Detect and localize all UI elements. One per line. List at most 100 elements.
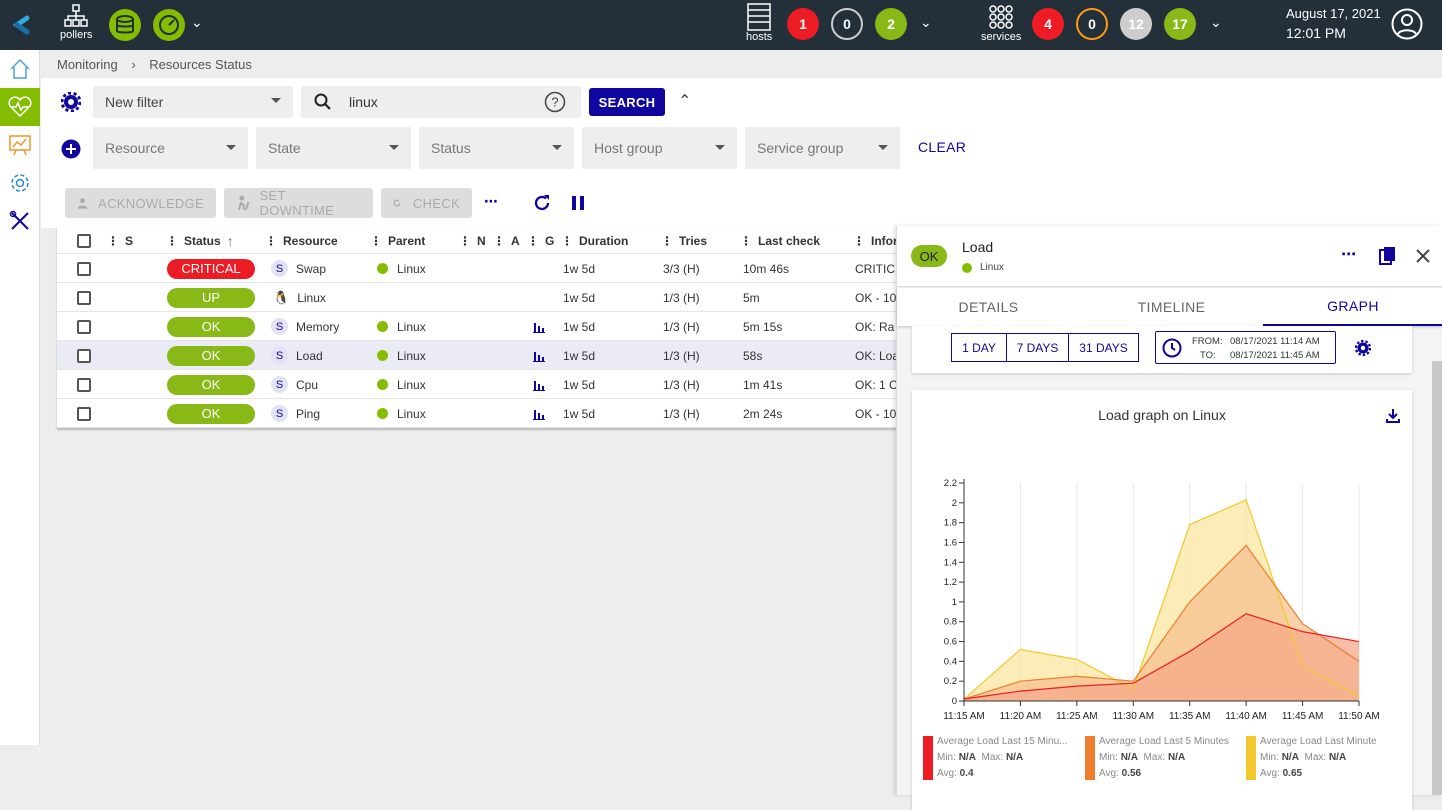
sidebar-item-configuration[interactable] [0, 164, 40, 202]
row-checkbox[interactable] [77, 312, 91, 341]
table-row[interactable]: OK S Memory Linux 1w 5d 1/3 (H) 5m 15s OK: Ra [57, 312, 897, 341]
services-unknown-count[interactable]: 12 [1120, 8, 1152, 40]
tab-graph[interactable]: GRAPH [1263, 288, 1442, 326]
tab-timeline[interactable]: TIMELINE [1137, 299, 1206, 315]
graph-settings-gear-icon[interactable] [1354, 339, 1372, 359]
search-button[interactable]: SEARCH [589, 88, 665, 116]
table-row[interactable]: OK S Load Linux 1w 5d 1/3 (H) 58s OK: Loa [57, 341, 897, 370]
hosts-up-count[interactable]: 2 [875, 8, 907, 40]
hosts-down-count[interactable]: 1 [787, 8, 819, 40]
column-graph[interactable]: ⋮ G [527, 233, 555, 248]
user-avatar-icon[interactable] [1391, 8, 1423, 43]
graph-icon[interactable] [533, 350, 545, 362]
legend-item[interactable]: Average Load Last 5 Minutes Min: N/A Max:… [1085, 736, 1240, 796]
chevron-down-icon[interactable]: ⌄ [920, 14, 932, 30]
filter-settings-gear-icon[interactable] [60, 91, 82, 115]
to-value[interactable]: 08/17/2021 11:45 AM [1230, 350, 1320, 361]
collapse-chevron-icon[interactable]: ⌃ [678, 93, 692, 110]
period-31-days-button[interactable]: 31 DAYS [1068, 333, 1139, 362]
state-filter[interactable]: State [256, 127, 411, 169]
column-s[interactable]: ⋮ S [107, 233, 134, 248]
services-button[interactable]: services [981, 3, 1021, 43]
select-all-checkbox[interactable] [77, 226, 91, 255]
services-warning-count[interactable]: 0 [1076, 8, 1108, 40]
period-7-days-button[interactable]: 7 DAYS [1006, 333, 1069, 362]
resource-cell[interactable]: S Load [271, 341, 323, 370]
column-duration[interactable]: ⋮ Duration [561, 233, 629, 248]
sidebar-item-reporting[interactable] [0, 126, 40, 164]
graph-icon[interactable] [533, 408, 545, 420]
check-button[interactable]: CHECK [381, 188, 472, 218]
row-checkbox[interactable] [77, 283, 91, 312]
parent-cell[interactable]: Linux [377, 312, 426, 341]
row-checkbox[interactable] [77, 370, 91, 399]
services-critical-count[interactable]: 4 [1032, 8, 1064, 40]
resource-cell[interactable]: S Swap [271, 254, 326, 283]
add-criteria-icon[interactable] [61, 139, 81, 162]
resource-cell[interactable]: S Cpu [271, 370, 318, 399]
period-1-day-button[interactable]: 1 DAY [951, 333, 1007, 362]
sidebar-item-monitoring[interactable] [0, 88, 40, 126]
custom-period-picker[interactable]: FROM: 08/17/2021 11:14 AM TO: 08/17/2021… [1155, 331, 1336, 364]
search-input[interactable]: linux ? [301, 86, 581, 118]
chevron-down-icon[interactable]: ⌄ [191, 14, 203, 30]
copy-link-icon[interactable] [1379, 246, 1397, 269]
set-downtime-button[interactable]: SET DOWNTIME [224, 188, 373, 218]
column-tries[interactable]: ⋮ Tries [661, 233, 708, 248]
panel-scrollbar[interactable] [1432, 361, 1442, 795]
parent-cell[interactable]: Linux [377, 341, 426, 370]
resource-filter[interactable]: Resource [93, 127, 248, 169]
column-last-check[interactable]: ⋮ Last check [740, 233, 821, 248]
resource-cell[interactable]: S Ping [271, 399, 320, 428]
parent-cell[interactable]: Linux [377, 370, 426, 399]
row-checkbox[interactable] [77, 341, 91, 370]
resource-cell[interactable]: S Memory [271, 312, 339, 341]
hosts-unreachable-count[interactable]: 0 [831, 8, 863, 40]
resource-cell[interactable]: 🐧 Linux [271, 283, 326, 312]
service-group-filter[interactable]: Service group [745, 127, 900, 169]
sidebar-item-administration[interactable] [0, 202, 40, 240]
parent-cell[interactable]: Linux [377, 254, 426, 283]
breadcrumb-monitoring[interactable]: Monitoring [57, 57, 118, 72]
more-actions-icon[interactable]: ⋯ [484, 193, 498, 209]
panel-more-icon[interactable]: ⋯ [1341, 246, 1356, 263]
column-resource[interactable]: ⋮ Resource [265, 233, 338, 248]
table-row[interactable]: OK S Cpu Linux 1w 5d 1/3 (H) 1m 41s OK: 1 C [57, 370, 897, 399]
column-notes[interactable]: ⋮ N [459, 233, 486, 248]
breadcrumb-resources-status[interactable]: Resources Status [149, 57, 252, 72]
table-row[interactable]: UP 🐧 Linux 1w 5d 1/3 (H) 5m OK - 10 [57, 283, 897, 312]
database-icon[interactable] [109, 9, 141, 44]
legend-item[interactable]: Average Load Last Minute Min: N/A Max: N/… [1246, 736, 1401, 796]
host-group-filter[interactable]: Host group [582, 127, 737, 169]
column-status[interactable]: ⋮ Status ↑ [166, 232, 234, 249]
centreon-logo[interactable] [0, 0, 40, 50]
help-icon[interactable]: ? [544, 91, 566, 113]
graph-icon[interactable] [533, 321, 545, 333]
tab-details[interactable]: DETAILS [958, 299, 1019, 315]
table-row[interactable]: CRITICAL S Swap Linux 1w 5d 3/3 (H) 10m 46s CRI… [57, 254, 897, 283]
row-checkbox[interactable] [77, 254, 91, 283]
parent-cell[interactable]: Linux [377, 399, 426, 428]
column-action[interactable]: ⋮ A [493, 233, 520, 248]
legend-item[interactable]: Average Load Last 15 Minu... Min: N/A Max… [923, 736, 1078, 796]
gauge-icon[interactable] [153, 9, 185, 44]
sidebar-item-home[interactable] [0, 50, 40, 88]
clear-button[interactable]: CLEAR [918, 139, 967, 155]
panel-parent[interactable]: Linux [962, 262, 1004, 273]
table-row[interactable]: OK S Ping Linux 1w 5d 1/3 (H) 2m 24s OK - 10 [57, 399, 897, 428]
services-ok-count[interactable]: 17 [1164, 8, 1196, 40]
pause-icon[interactable] [571, 195, 585, 214]
column-information[interactable]: ⋮ Infor [853, 233, 897, 248]
download-icon[interactable] [1385, 408, 1401, 427]
acknowledge-button[interactable]: ACKNOWLEDGE [65, 188, 216, 218]
close-icon[interactable] [1415, 248, 1431, 267]
hosts-button[interactable]: hosts [746, 3, 772, 43]
pollers-button[interactable]: pollers [60, 3, 92, 41]
status-filter[interactable]: Status [419, 127, 574, 169]
graph-icon[interactable] [533, 379, 545, 391]
chevron-down-icon[interactable]: ⌄ [1210, 14, 1222, 30]
row-checkbox[interactable] [77, 399, 91, 428]
refresh-icon[interactable] [532, 193, 552, 216]
column-parent[interactable]: ⋮ Parent [370, 233, 426, 248]
filter-select[interactable]: New filter [93, 86, 293, 118]
